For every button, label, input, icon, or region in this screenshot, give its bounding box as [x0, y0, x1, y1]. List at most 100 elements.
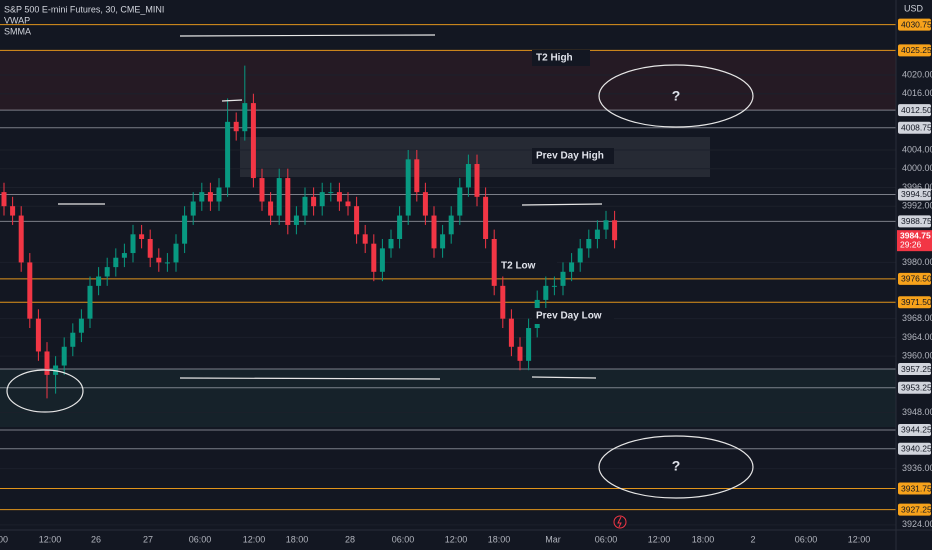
level-label-bg: [898, 442, 931, 455]
y-tick-label: 3936.00: [902, 463, 932, 473]
candle-body: [551, 285, 557, 287]
y-tick-label: 4004.00: [902, 144, 932, 154]
drawn-circle: [6, 369, 84, 413]
candle-body: [242, 103, 248, 132]
candles: [1, 65, 618, 399]
level-label: 3988.75: [901, 216, 932, 226]
candle-body: [491, 238, 497, 286]
level-label: 4008.75: [901, 122, 932, 132]
y-tick-label: 3960.00: [902, 351, 932, 361]
annotation: T2 High: [536, 53, 573, 64]
candle-body: [345, 201, 351, 207]
x-tick-label: 27: [143, 534, 153, 544]
x-tick-label: 00: [0, 534, 8, 544]
level-label: 4012.50: [901, 105, 932, 115]
drawn-line: [531, 376, 597, 379]
candle-body: [336, 192, 342, 202]
y-tick-label: 3968.00: [902, 313, 932, 323]
candle-body: [440, 234, 446, 249]
candle-body: [233, 121, 239, 132]
candle-body: [397, 215, 403, 239]
candle-body: [268, 201, 274, 216]
level-label-bg: [898, 482, 931, 495]
level-label: 3971.50: [901, 297, 932, 307]
annotation-boxes: [497, 50, 614, 324]
candle-body: [431, 215, 437, 249]
candle-body: [96, 276, 102, 286]
drawn-line: [179, 34, 436, 37]
level-label-bg: [898, 44, 931, 57]
candle-body: [457, 187, 463, 216]
candle-body: [448, 215, 454, 235]
level-label: 3927.25: [901, 504, 932, 514]
candle-body: [354, 206, 360, 235]
annotation-box: [532, 148, 614, 164]
y-tick-label: 3980.00: [902, 257, 932, 267]
x-tick-label: 06:00: [392, 534, 415, 544]
x-tick-label: 18:00: [488, 534, 511, 544]
x-tick-label: 28: [345, 534, 355, 544]
level-label: 3957.25: [901, 364, 932, 374]
candle-body: [405, 159, 411, 216]
level-label-bg: [898, 423, 931, 436]
support-zone: [0, 369, 896, 427]
last-price-bg: [897, 230, 932, 252]
candle-body: [465, 164, 471, 188]
countdown: 29:26: [900, 239, 922, 249]
candle-body: [1, 192, 7, 207]
y-tick-label: 4016.00: [902, 88, 932, 98]
candle-body: [526, 328, 532, 361]
candle-body: [216, 187, 222, 202]
candle-body: [594, 229, 600, 239]
y-tick-label: 3996.00: [902, 182, 932, 192]
drawn-line: [521, 203, 603, 206]
x-tick-label: 26: [91, 534, 101, 544]
candle-body: [10, 206, 16, 216]
level-label-bg: [898, 188, 931, 201]
level-label-bg: [898, 215, 931, 228]
drawn-line: [221, 99, 243, 102]
drawn-line: [179, 377, 441, 380]
y-tick-label: 3964.00: [902, 332, 932, 342]
currency: USD: [904, 3, 924, 13]
candle-body: [190, 201, 196, 216]
drawn-circle: [598, 435, 754, 499]
level-label: 3944.25: [901, 425, 932, 435]
candle-body: [207, 192, 213, 202]
candle-body: [225, 121, 231, 188]
x-tick-label: 12:00: [243, 534, 266, 544]
level-label-bg: [898, 296, 931, 309]
candle-body: [276, 178, 282, 216]
x-tick-label: 12:00: [445, 534, 468, 544]
y-tick-label: 4020.00: [902, 69, 932, 79]
last-price-label: 3984.75: [900, 230, 931, 240]
y-tick-label: 3992.00: [902, 201, 932, 211]
candle-body: [319, 192, 325, 207]
level-label-bg: [898, 363, 931, 376]
drawings: [6, 34, 754, 499]
candle-body: [139, 234, 145, 239]
x-tick-label: 18:00: [286, 534, 309, 544]
x-tick-label: 06:00: [189, 534, 212, 544]
replay-icon[interactable]: [613, 515, 627, 529]
candle-body: [44, 351, 50, 375]
candle-body: [121, 253, 127, 258]
indicator-label: VWAP: [4, 15, 30, 25]
candle-body: [543, 285, 549, 300]
candle-body: [87, 285, 93, 319]
candle-body: [173, 243, 179, 263]
annotation-box: [532, 50, 590, 66]
icon[interactable]: [617, 516, 622, 528]
annotation: Prev Day Low: [536, 311, 602, 322]
icon[interactable]: [613, 515, 627, 529]
candle-body: [379, 248, 385, 272]
x-tick-label: 06:00: [595, 534, 618, 544]
candle-body: [560, 271, 566, 286]
level-label-bg: [898, 381, 931, 394]
x-tick-label: 06:00: [795, 534, 818, 544]
annotation: ?: [672, 88, 681, 104]
candle-body: [61, 346, 67, 366]
candle-body: [328, 192, 334, 194]
candle-body: [35, 318, 41, 352]
